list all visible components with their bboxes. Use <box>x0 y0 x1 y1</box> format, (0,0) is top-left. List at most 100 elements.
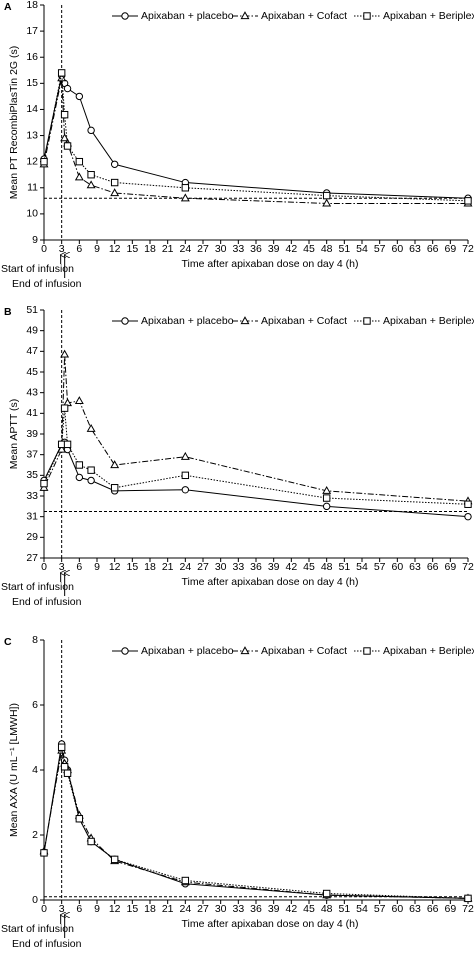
legend-label: Apixaban + Beriplex <box>383 315 474 327</box>
marker <box>75 815 84 823</box>
marker <box>87 837 95 846</box>
x-tick-label: 12 <box>109 903 121 915</box>
marker <box>110 460 120 469</box>
y-tick-label: 14 <box>26 103 38 115</box>
x-tick-label: 15 <box>126 561 138 573</box>
x-tick-label: 0 <box>41 561 47 573</box>
x-tick-label: 18 <box>144 561 156 573</box>
y-tick-label: 18 <box>26 0 38 11</box>
series-line <box>43 750 469 899</box>
y-tick-label: 8 <box>32 634 38 646</box>
x-tick-label: 33 <box>232 561 244 573</box>
y-tick-label: 0 <box>32 894 38 906</box>
x-tick-label: 60 <box>391 561 403 573</box>
marker <box>60 763 69 771</box>
x-tick-label: 30 <box>215 243 227 255</box>
x-tick-label: 45 <box>303 561 315 573</box>
marker <box>63 440 72 449</box>
x-axis-title: Time after apixaban dose on day 4 (h) <box>181 918 358 930</box>
x-tick-label: 63 <box>409 903 421 915</box>
marker <box>57 444 67 453</box>
y-tick-label: 9 <box>32 234 38 246</box>
x-tick-label: 24 <box>179 903 191 915</box>
y-axis-title: Mean APTT (s) <box>8 399 20 469</box>
legend-label: Apixaban + placebo <box>141 10 234 22</box>
marker <box>110 484 119 492</box>
panel-label: B <box>4 306 12 318</box>
axis <box>43 5 468 241</box>
legend-marker <box>363 317 371 325</box>
legend-label: Apixaban + Beriplex <box>383 10 474 22</box>
y-tick-label: 29 <box>26 531 38 543</box>
marker <box>181 486 190 494</box>
x-tick-label: 72 <box>462 243 474 255</box>
marker <box>322 889 331 898</box>
marker <box>74 172 84 181</box>
marker <box>60 133 70 142</box>
y-tick-label: 37 <box>26 448 38 460</box>
marker <box>57 743 66 751</box>
y-tick-label: 51 <box>26 304 38 316</box>
y-tick-label: 4 <box>32 764 38 776</box>
series-line <box>43 747 469 899</box>
annotation: Start of infusion <box>1 263 74 275</box>
x-tick-label: 15 <box>126 243 138 255</box>
marker <box>60 349 70 358</box>
legend-label: Apixaban + placebo <box>141 645 234 657</box>
x-tick-label: 45 <box>303 243 315 255</box>
marker <box>63 769 72 777</box>
x-tick-label: 63 <box>409 243 421 255</box>
series-line <box>43 743 469 899</box>
marker <box>180 451 190 460</box>
x-tick-label: 12 <box>109 243 121 255</box>
marker <box>180 193 190 202</box>
x-tick-label: 33 <box>232 903 244 915</box>
marker <box>57 73 67 82</box>
x-tick-label: 45 <box>303 903 315 915</box>
y-tick-label: 27 <box>26 552 38 564</box>
series-line <box>43 78 468 204</box>
marker <box>87 126 95 135</box>
legend-marker <box>121 647 129 655</box>
marker <box>40 849 48 857</box>
x-tick-label: 27 <box>197 243 209 255</box>
x-axis-title: Time after apixaban dose on day 4 (h) <box>181 258 358 270</box>
marker <box>322 198 332 207</box>
x-tick-label: 21 <box>162 243 174 255</box>
legend-marker <box>240 646 250 655</box>
x-tick-label: 33 <box>232 243 244 255</box>
annotation: End of infusion <box>12 938 82 950</box>
y-axis-title: Mean AXA (U mL⁻¹ [LMWH]) <box>8 703 20 837</box>
x-tick-label: 21 <box>162 561 174 573</box>
marker <box>75 461 84 469</box>
marker <box>63 84 72 93</box>
y-tick-label: 12 <box>26 155 38 167</box>
legend-label: Apixaban + placebo <box>141 315 234 327</box>
series-line <box>43 72 469 202</box>
marker <box>40 157 48 166</box>
y-tick-label: 6 <box>32 699 38 711</box>
x-tick-label: 30 <box>215 903 227 915</box>
marker <box>322 494 331 502</box>
marker <box>322 502 331 511</box>
marker <box>74 396 84 405</box>
marker <box>181 471 190 480</box>
x-tick-label: 57 <box>374 561 386 573</box>
x-tick-label: 69 <box>444 903 456 915</box>
x-tick-label: 3 <box>59 243 65 255</box>
marker <box>60 404 69 412</box>
legend-label: Apixaban + Cofact <box>261 10 347 22</box>
marker <box>110 855 119 864</box>
marker <box>110 188 120 197</box>
y-tick-label: 17 <box>26 25 38 37</box>
x-tick-label: 54 <box>356 243 368 255</box>
x-tick-label: 72 <box>462 903 474 915</box>
y-tick-label: 31 <box>26 510 38 522</box>
x-tick-label: 51 <box>338 243 350 255</box>
y-tick-label: 43 <box>26 386 38 398</box>
marker <box>464 512 472 521</box>
x-tick-label: 6 <box>76 243 82 255</box>
marker <box>322 486 332 494</box>
axis <box>43 640 468 901</box>
marker <box>181 184 190 192</box>
